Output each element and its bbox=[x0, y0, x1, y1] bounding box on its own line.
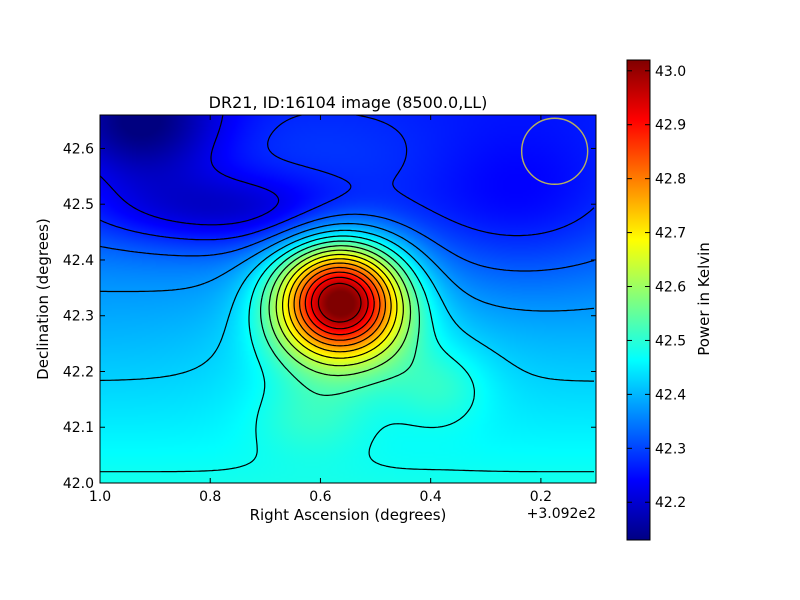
y-tick-label: 42.3 bbox=[63, 309, 94, 325]
y-tick-label: 42.0 bbox=[63, 476, 94, 492]
x-tick-label: 0.6 bbox=[309, 489, 331, 505]
y-axis: 42.0 42.1 42.2 42.3 42.4 42.5 42.6 bbox=[63, 141, 596, 492]
x-offset-label: +3.092e2 bbox=[527, 506, 596, 522]
heatmap-image bbox=[100, 115, 596, 483]
y-tick-label: 42.1 bbox=[63, 420, 94, 436]
y-tick-label: 42.6 bbox=[63, 141, 94, 157]
contour-level bbox=[275, 249, 404, 367]
contour-level bbox=[268, 245, 412, 377]
y-tick-label: 42.5 bbox=[63, 197, 94, 213]
contour-level bbox=[100, 213, 595, 272]
x-axis-label: Right Ascension (degrees) bbox=[250, 506, 447, 524]
colorbar-tick-label: 42.3 bbox=[655, 441, 686, 457]
y-tick-label: 42.2 bbox=[63, 364, 94, 380]
colorbar-tick-label: 42.9 bbox=[655, 118, 686, 134]
colorbar-tick-label: 42.6 bbox=[655, 280, 686, 296]
x-tick-label: 0.2 bbox=[530, 489, 552, 505]
contour-level bbox=[100, 115, 280, 226]
contour-level bbox=[299, 266, 381, 341]
x-tick-label: 1.0 bbox=[89, 489, 111, 505]
colorbar-label: Power in Kelvin bbox=[695, 242, 713, 356]
chart-title: DR21, ID:16104 image (8500.0,LL) bbox=[209, 93, 488, 112]
contour-level bbox=[100, 235, 594, 473]
colorbar-tick-label: 43.0 bbox=[655, 64, 686, 80]
beam-circle bbox=[520, 117, 589, 185]
colorbar-tick-label: 42.7 bbox=[655, 226, 686, 242]
colorbar-ticks: 42.2 42.3 42.4 42.5 42.6 42.7 42.8 42.9 43.0 bbox=[627, 64, 686, 511]
contour-level bbox=[260, 240, 420, 396]
y-tick-label: 42.4 bbox=[63, 253, 94, 269]
contour-level bbox=[100, 229, 594, 382]
x-axis: 1.0 0.8 0.6 0.4 0.2 bbox=[89, 115, 552, 505]
colorbar-tick-label: 42.5 bbox=[655, 333, 686, 349]
heatmap-raster bbox=[100, 115, 596, 483]
plot-frame bbox=[99, 114, 597, 484]
colorbar-tick-label: 42.8 bbox=[655, 172, 686, 188]
x-tick-label: 0.4 bbox=[420, 489, 442, 505]
contour-level bbox=[293, 262, 386, 347]
contour-level bbox=[287, 258, 392, 353]
y-axis-label: Declination (degrees) bbox=[34, 218, 52, 380]
contour-level bbox=[282, 253, 398, 359]
colorbar-tick-label: 42.4 bbox=[655, 387, 686, 403]
contour-lines bbox=[100, 115, 595, 473]
colorbar bbox=[626, 59, 651, 541]
contour-level bbox=[310, 276, 369, 330]
contour-level bbox=[100, 115, 595, 241]
colorbar-tick-label: 42.2 bbox=[655, 495, 686, 511]
contour-level bbox=[100, 222, 595, 312]
contour-level bbox=[317, 282, 362, 323]
x-tick-label: 0.8 bbox=[199, 489, 221, 505]
contour-level bbox=[304, 271, 375, 336]
